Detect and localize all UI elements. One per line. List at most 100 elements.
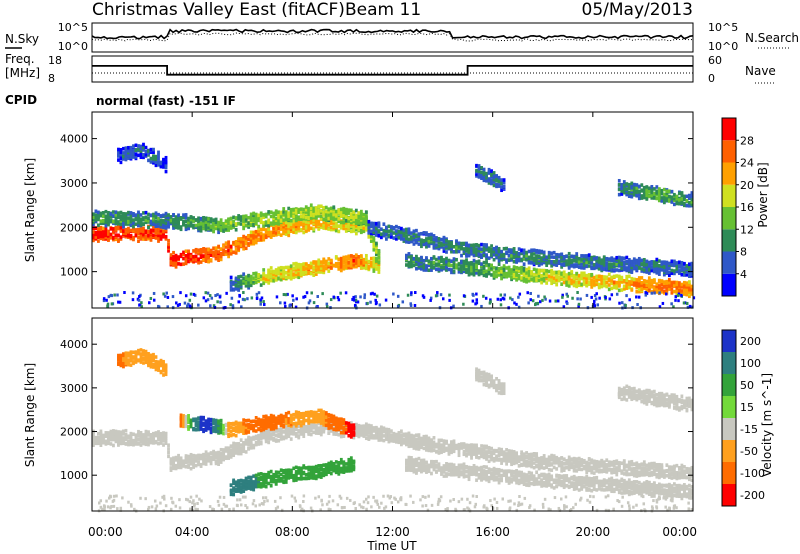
heatmap-cell	[682, 201, 686, 206]
heatmap-cell	[202, 257, 205, 262]
heatmap-cell	[142, 211, 145, 215]
heatmap-cell	[450, 270, 453, 275]
heatmap-cell	[127, 226, 130, 231]
heatmap-cell	[159, 160, 163, 165]
heatmap-cell	[139, 144, 143, 149]
heatmap-cell	[187, 220, 190, 225]
heatmap-cell	[677, 201, 681, 206]
heatmap-cell	[157, 433, 160, 437]
heatmap-cell	[179, 225, 183, 229]
heatmap-cell	[269, 235, 273, 239]
heatmap-cell	[670, 283, 674, 288]
heatmap-cell	[495, 255, 498, 260]
heatmap-cell	[617, 288, 621, 293]
heatmap-cell	[172, 261, 175, 266]
colorbar-tick-label: 8	[740, 246, 747, 259]
heatmap-cell	[274, 227, 278, 231]
heatmap-cell	[585, 260, 589, 265]
heatmap-cell	[527, 301, 530, 305]
heatmap-cell	[122, 432, 125, 436]
heatmap-cell	[567, 251, 571, 256]
heatmap-cell	[229, 281, 233, 285]
heatmap-cell	[132, 432, 135, 437]
heatmap-cell	[490, 178, 493, 183]
heatmap-cell	[199, 462, 203, 467]
heatmap-cell	[555, 270, 559, 275]
heatmap-cell	[312, 206, 316, 211]
heatmap-cell	[314, 272, 318, 276]
heatmap-cell	[259, 217, 263, 222]
heatmap-cell	[432, 244, 436, 249]
heatmap-cell	[172, 255, 175, 259]
heatmap-cell	[109, 212, 113, 216]
heatmap-cell	[545, 281, 549, 285]
heatmap-cell	[144, 435, 148, 439]
heatmap-cell	[605, 256, 609, 261]
heatmap-cell	[467, 264, 471, 269]
heatmap-cell	[485, 247, 488, 251]
heatmap-cell	[640, 283, 644, 287]
heatmap-cell	[193, 293, 197, 297]
heatmap-cell	[434, 294, 438, 298]
heatmap-cell	[342, 213, 346, 218]
heatmap-cell	[575, 284, 579, 289]
heatmap-cell	[229, 275, 233, 280]
colorbar-tick-label: 16	[740, 201, 754, 214]
heatmap-cell	[465, 252, 468, 257]
heatmap-cell	[222, 248, 226, 252]
heatmap-cell	[264, 228, 268, 232]
heatmap-cell	[312, 266, 316, 270]
heatmap-cell	[312, 260, 316, 264]
heatmap-cell	[406, 293, 410, 297]
heatmap-cell	[590, 285, 594, 289]
heatmap-cell	[602, 261, 606, 265]
heatmap-cell	[550, 251, 554, 256]
heatmap-cell	[417, 264, 421, 269]
heatmap-cell	[472, 258, 476, 263]
heatmap-cell	[642, 257, 646, 262]
heatmap-cell	[212, 304, 216, 308]
heatmap-cell	[157, 224, 160, 228]
heatmap-cell	[157, 230, 160, 235]
heatmap-cell	[254, 442, 258, 447]
heatmap-cell	[587, 259, 591, 263]
heatmap-cell	[440, 259, 443, 264]
heatmap-cell	[149, 156, 153, 161]
heatmap-cell	[369, 300, 372, 304]
heatmap-cell	[184, 219, 188, 224]
heatmap-cell	[284, 275, 288, 280]
heatmap-cell	[427, 263, 431, 268]
heatmap-cell	[590, 272, 594, 277]
heatmap-cell	[237, 237, 241, 241]
heatmap-cell	[267, 435, 271, 439]
heatmap-cell	[237, 442, 241, 446]
heatmap-cell	[194, 218, 198, 222]
heatmap-cell	[92, 217, 95, 222]
heatmap-cell	[555, 282, 559, 287]
heatmap-cell	[272, 233, 276, 238]
heatmap-cell	[480, 176, 483, 180]
heatmap-cell	[552, 276, 556, 280]
heatmap-cell	[562, 256, 566, 261]
heatmap-cell	[632, 264, 636, 268]
heatmap-cell	[129, 155, 133, 160]
heatmap-cell	[650, 268, 654, 273]
heatmap-cell	[410, 291, 413, 295]
heatmap-cell	[142, 145, 145, 150]
heatmap-cell	[192, 465, 195, 469]
heatmap-cell	[289, 214, 293, 218]
heatmap-cell	[622, 183, 626, 188]
heatmap-cell	[660, 286, 664, 290]
heatmap-cell	[642, 284, 646, 289]
freq-tick-left-bottom: 8	[48, 72, 55, 85]
heatmap-cell	[450, 241, 453, 245]
heatmap-cell	[507, 253, 511, 258]
heatmap-cell	[107, 237, 110, 242]
heatmap-cell	[692, 296, 696, 300]
heatmap-cell	[632, 283, 636, 287]
heatmap-cell	[159, 237, 163, 241]
heatmap-cell	[294, 218, 298, 223]
heatmap-cell	[400, 228, 403, 233]
heatmap-cell	[347, 208, 351, 212]
